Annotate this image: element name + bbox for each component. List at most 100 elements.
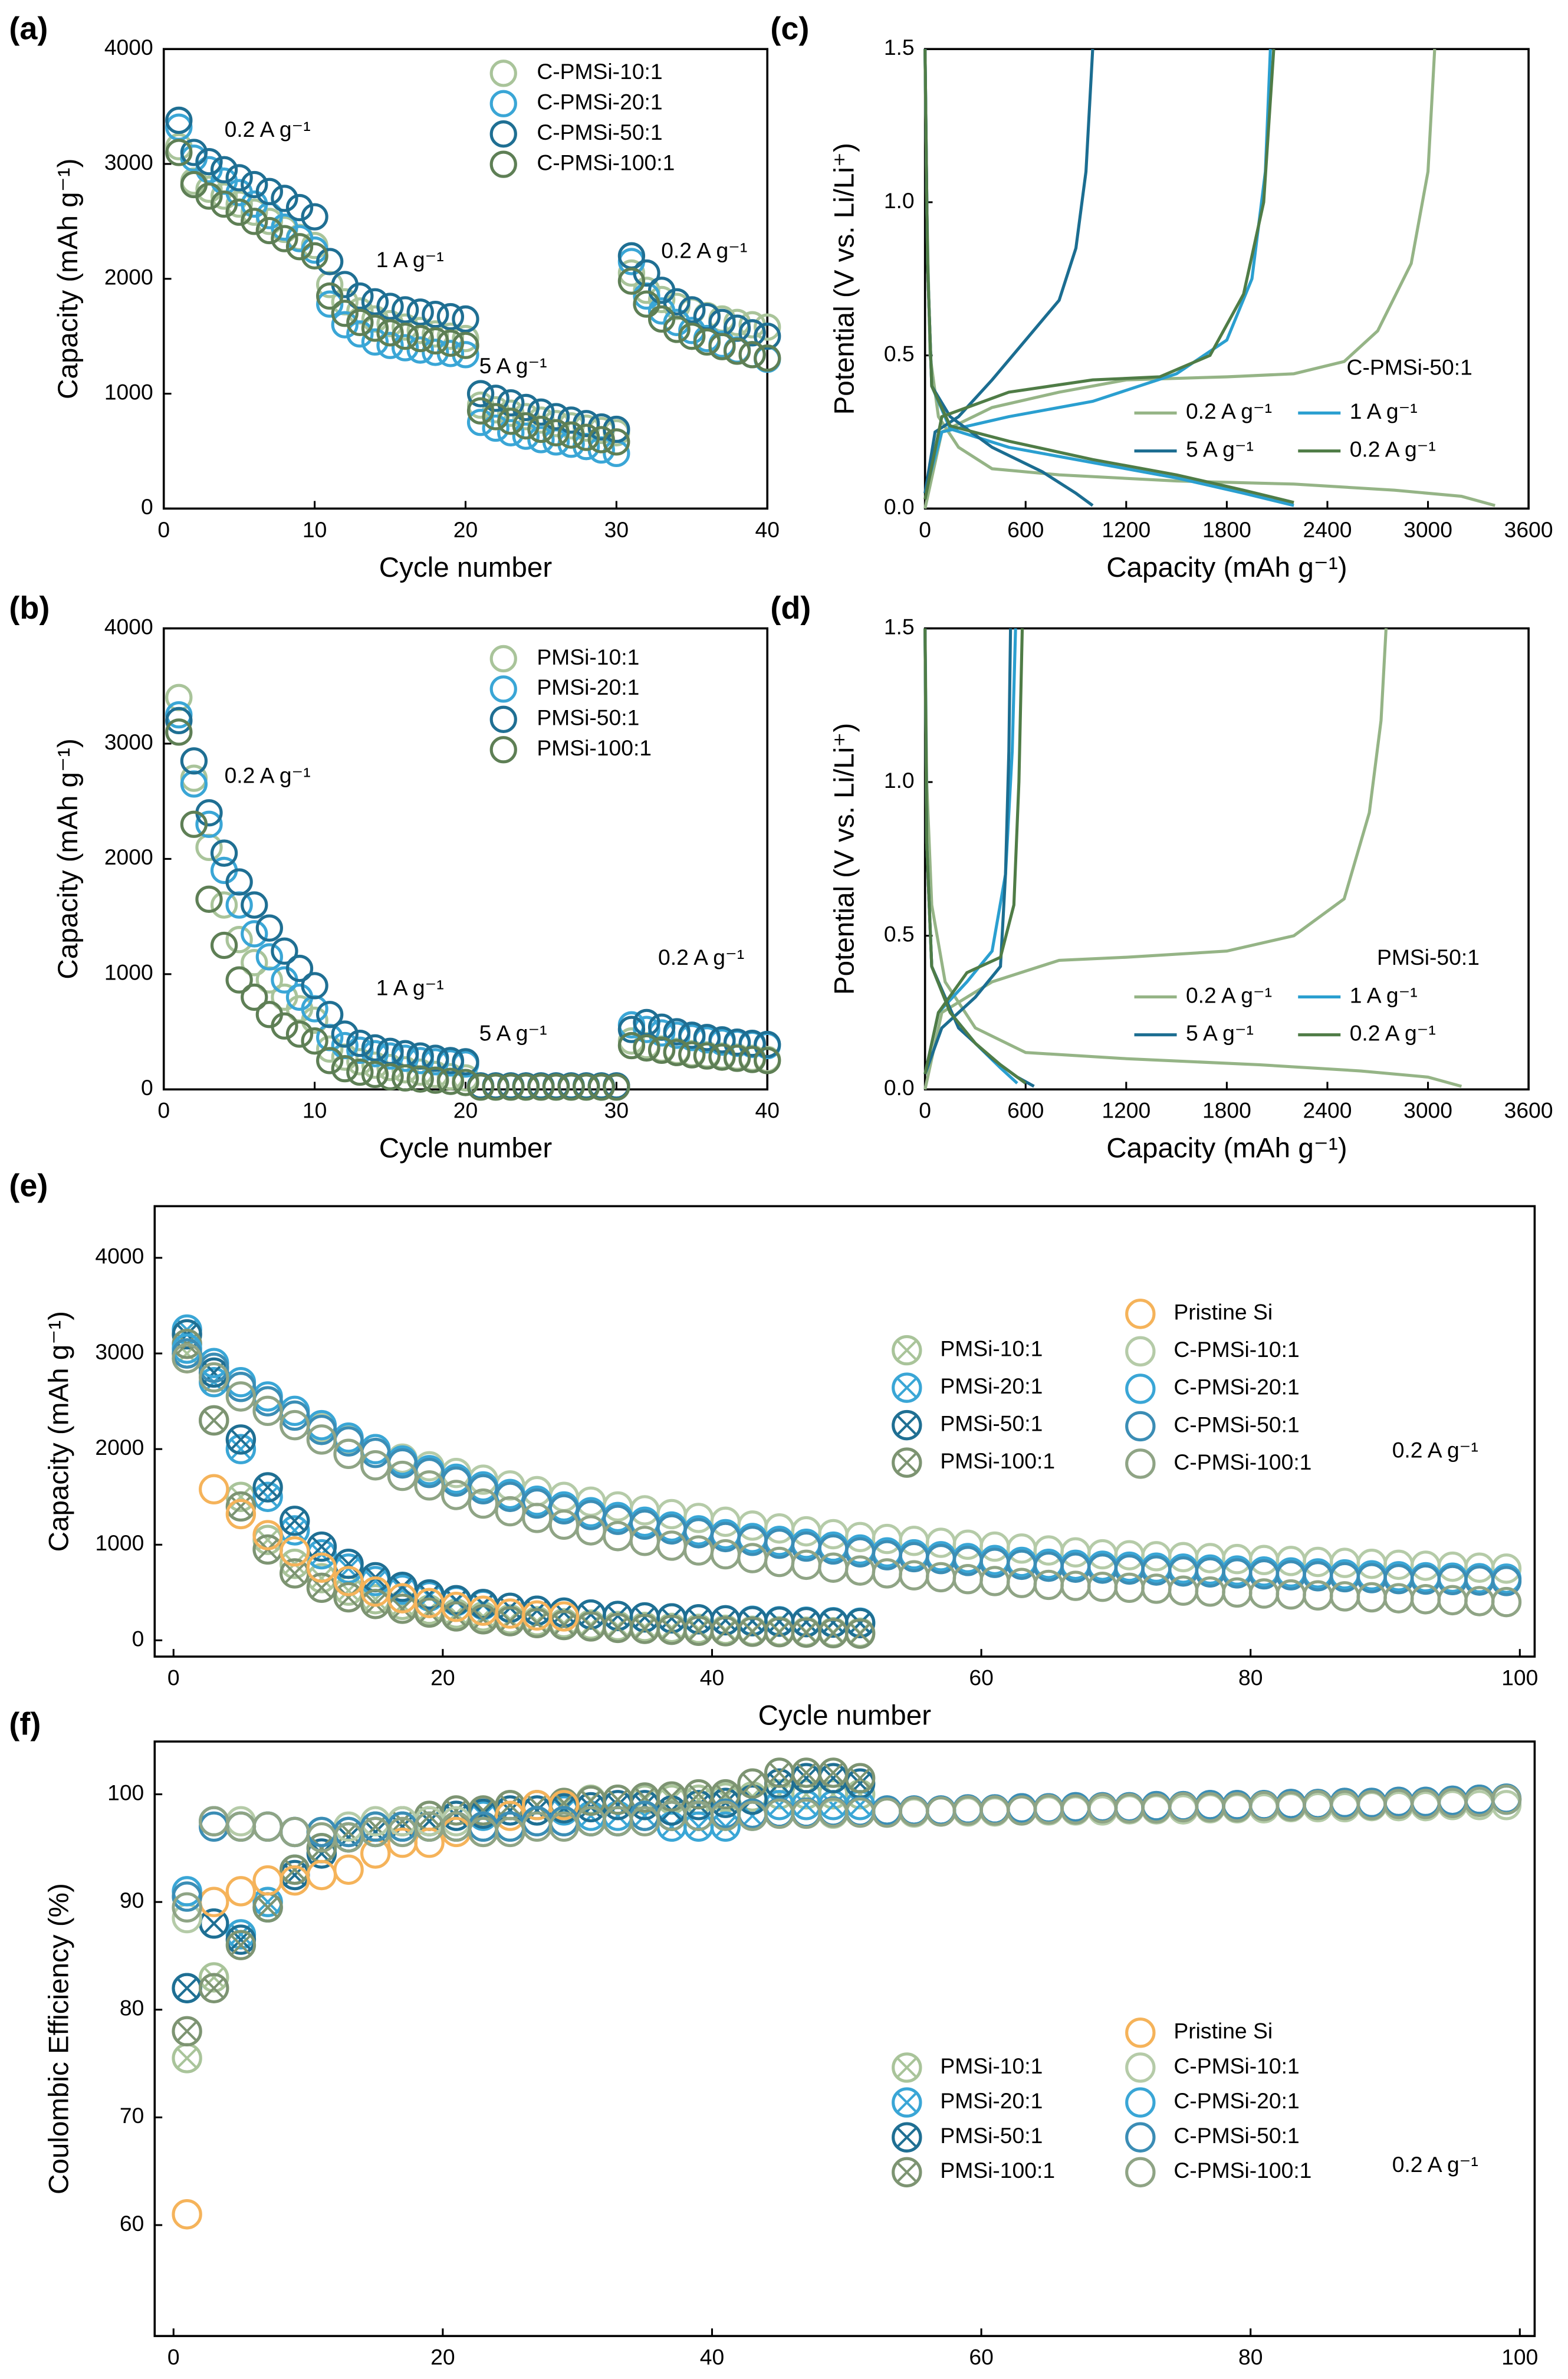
marker-ring xyxy=(225,868,253,896)
marker-ring xyxy=(489,90,517,117)
marker-ring xyxy=(527,426,555,454)
circle-marker xyxy=(548,1601,580,1632)
marker-ring xyxy=(165,718,193,746)
marker-cross xyxy=(446,1606,467,1627)
marker-cross xyxy=(823,1762,844,1783)
panel-label: (a) xyxy=(9,11,48,47)
marker-ring xyxy=(693,328,721,356)
legend-swatch xyxy=(1125,2157,1156,2188)
legend-swatch xyxy=(1125,1373,1156,1404)
marker-cross xyxy=(768,1762,790,1783)
x-tick-label: 0 xyxy=(157,517,170,542)
marker-ring xyxy=(225,1499,257,1530)
marker-ring xyxy=(199,1962,229,1993)
x-tick-label: 100 xyxy=(1501,1665,1538,1690)
legend-label: 0.2 A g⁻¹ xyxy=(1350,436,1436,461)
y-tick-label: 1.5 xyxy=(884,614,915,639)
marker-ring xyxy=(225,1381,257,1412)
marker-ring xyxy=(195,147,223,176)
plot-frame xyxy=(153,1205,1536,1658)
y-tick-label: 3000 xyxy=(104,150,153,175)
marker-ring xyxy=(172,2199,202,2230)
marker-ring xyxy=(441,1480,472,1510)
marker-ring xyxy=(422,1044,449,1072)
marker-ring xyxy=(210,190,238,218)
circle-marker xyxy=(199,1362,229,1393)
circle-marker xyxy=(361,1034,389,1062)
marker-cross xyxy=(472,1609,494,1630)
circle-marker xyxy=(346,1036,374,1064)
marker-cross xyxy=(795,1612,817,1633)
x-tick-label: 0 xyxy=(919,1098,931,1123)
circle-marker xyxy=(738,1046,766,1073)
circle-marker xyxy=(271,1012,298,1040)
marker-ring xyxy=(165,707,193,735)
marker-ring xyxy=(225,1434,257,1464)
marker-ring xyxy=(406,1065,434,1093)
circle-marker xyxy=(708,1026,736,1054)
marker-ring xyxy=(482,414,509,442)
marker-ring xyxy=(165,106,193,134)
circle-marker xyxy=(1491,1566,1522,1596)
marker-ring xyxy=(892,2087,922,2118)
circle-marker xyxy=(436,329,465,357)
x-tick-label: 0 xyxy=(167,2345,180,2370)
y-tick-label: 3000 xyxy=(104,730,153,754)
marker-ring xyxy=(1125,1373,1156,1404)
marker-ring xyxy=(738,341,766,369)
legend-label: PMSi-10:1 xyxy=(537,645,639,669)
marker-ring xyxy=(1125,1411,1156,1442)
legend-swatch xyxy=(489,90,517,117)
circle-marker xyxy=(195,810,223,838)
legend-swatch xyxy=(892,1409,922,1441)
marker-ring xyxy=(391,1056,419,1084)
circle-marker xyxy=(497,1073,525,1101)
marker-ring xyxy=(548,1790,580,1821)
marker-ring xyxy=(361,1034,389,1062)
marker-ring xyxy=(241,208,268,235)
marker-ring xyxy=(306,1424,337,1455)
marker-ring xyxy=(754,313,781,341)
annotation: 0.2 A g⁻¹ xyxy=(661,238,747,263)
circle-marker xyxy=(255,178,283,205)
marker-cross xyxy=(896,1452,918,1473)
marker-ring xyxy=(172,1343,202,1373)
legend-label: PMSi-20:1 xyxy=(940,2088,1043,2113)
crossed-marker xyxy=(737,1768,768,1799)
circle-marker xyxy=(316,290,344,318)
circle-marker xyxy=(693,1042,721,1070)
marker-ring xyxy=(306,1552,337,1583)
circle-marker xyxy=(754,1030,781,1059)
y-tick-label: 0.5 xyxy=(884,922,915,947)
legend-label: 1 A g⁻¹ xyxy=(1350,399,1418,423)
marker-ring xyxy=(346,282,374,310)
marker-ring xyxy=(527,415,555,443)
profile-line xyxy=(923,49,1294,504)
circle-marker xyxy=(391,323,419,350)
x-tick-label: 100 xyxy=(1501,2345,1538,2370)
annotation: 0.2 A g⁻¹ xyxy=(1392,1438,1478,1463)
marker-cross xyxy=(527,1612,548,1634)
legend-swatch xyxy=(892,2157,922,2188)
y-axis-label: Coulombic Efficiency (%) xyxy=(43,1883,74,2194)
marker-ring xyxy=(1125,2087,1156,2118)
x-axis-label: Cycle number xyxy=(379,1133,553,1164)
circle-marker xyxy=(376,1063,404,1090)
crossed-marker xyxy=(252,1472,283,1503)
circle-marker xyxy=(422,320,449,348)
circle-marker xyxy=(422,1044,449,1072)
marker-ring xyxy=(271,225,298,252)
marker-ring xyxy=(210,931,238,960)
marker-ring xyxy=(466,1073,495,1101)
circle-marker xyxy=(512,422,540,450)
marker-ring xyxy=(301,1006,328,1034)
annotation: 1 A g⁻¹ xyxy=(376,975,444,1000)
marker-ring xyxy=(489,675,517,703)
marker-ring xyxy=(892,2052,922,2083)
marker-cross xyxy=(284,1859,305,1881)
legend-swatch xyxy=(892,2087,922,2118)
circle-marker xyxy=(754,344,781,372)
marker-cross xyxy=(742,1611,763,1632)
marker-ring xyxy=(199,1474,229,1504)
marker-ring xyxy=(241,949,268,977)
